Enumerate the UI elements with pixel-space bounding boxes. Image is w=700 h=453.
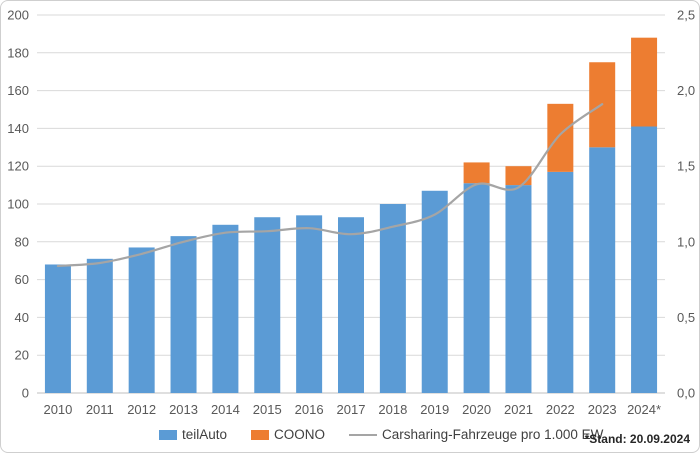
svg-text:160: 160: [7, 83, 29, 98]
svg-text:200: 200: [7, 8, 29, 23]
bar-teilauto-2010: [44, 264, 71, 393]
bar-teilauto-2015: [254, 217, 281, 393]
coono-swatch-icon: [251, 429, 270, 440]
legend-label-line: Carsharing-Fahrzeuge pro 1.000 EW: [382, 427, 604, 442]
svg-text:2019: 2019: [420, 402, 449, 417]
footnote-stand-date: *Stand: 20.09.2024: [584, 432, 690, 446]
svg-text:140: 140: [7, 121, 29, 136]
svg-text:0,0: 0,0: [677, 386, 695, 401]
legend-item-coono: COONO: [251, 427, 325, 442]
svg-text:2014: 2014: [211, 402, 240, 417]
svg-text:0,5: 0,5: [677, 310, 695, 325]
legend-item-teilauto: teilAuto: [159, 427, 227, 442]
svg-text:2015: 2015: [253, 402, 282, 417]
legend-label-teilauto: teilAuto: [182, 427, 228, 442]
bar-teilauto-2016: [296, 215, 323, 393]
svg-text:2023: 2023: [588, 402, 617, 417]
bar-teilauto-2022: [547, 171, 574, 393]
combo-chart-svg: 0 20 40 60 80 100 120 140 160 180 200 0,0 0,5 1,0 1,5 2…: [7, 8, 695, 418]
bar-teilauto-2017: [338, 217, 364, 393]
svg-text:2012: 2012: [127, 402, 156, 417]
bar-coono-2022: [547, 103, 574, 172]
svg-text:2,5: 2,5: [677, 8, 695, 23]
bar-teilauto-2023: [589, 147, 616, 393]
svg-text:2022: 2022: [546, 402, 575, 417]
bar-teilauto-2014: [212, 224, 239, 393]
svg-text:2021: 2021: [504, 402, 533, 417]
carsharing-per-1000-line: [56, 103, 604, 268]
svg-text:2017: 2017: [337, 402, 366, 417]
svg-text:2013: 2013: [169, 402, 198, 417]
svg-text:2,0: 2,0: [677, 83, 695, 98]
bar-coono-2021: [505, 166, 532, 186]
svg-text:0: 0: [22, 386, 29, 401]
bar-coono-2024*: [631, 37, 658, 127]
bar-teilauto-2024*: [631, 126, 658, 393]
legend-label-coono: COONO: [274, 427, 326, 442]
chart-legend: teilAuto COONO Carsharing-Fahrzeuge pro …: [159, 427, 603, 442]
line-swatch-icon: [349, 433, 378, 436]
svg-text:2016: 2016: [295, 402, 324, 417]
svg-text:80: 80: [15, 234, 29, 249]
bar-teilauto-2012: [128, 247, 155, 393]
bar-teilauto-2019: [421, 190, 448, 393]
svg-text:2018: 2018: [378, 402, 407, 417]
svg-text:20: 20: [15, 348, 29, 363]
bar-teilauto-2021: [505, 185, 532, 393]
bar-teilauto-2018: [379, 204, 406, 393]
svg-text:2020: 2020: [462, 402, 491, 417]
svg-text:2011: 2011: [86, 402, 114, 417]
svg-text:120: 120: [7, 159, 29, 174]
bar-teilauto-2013: [170, 236, 197, 393]
svg-text:60: 60: [15, 272, 29, 287]
bar-coono-2020: [463, 162, 490, 184]
svg-text:2010: 2010: [43, 402, 72, 417]
svg-text:180: 180: [7, 45, 29, 60]
svg-text:1,0: 1,0: [677, 234, 695, 249]
legend-item-line: Carsharing-Fahrzeuge pro 1.000 EW: [349, 427, 603, 442]
teilauto-swatch-icon: [159, 429, 177, 440]
svg-text:1,5: 1,5: [677, 159, 695, 174]
svg-text:2024*: 2024*: [627, 402, 661, 417]
svg-text:40: 40: [15, 310, 29, 325]
bar-teilauto-2011: [86, 258, 113, 393]
svg-text:100: 100: [7, 197, 29, 212]
bar-teilauto-2020: [463, 183, 490, 393]
